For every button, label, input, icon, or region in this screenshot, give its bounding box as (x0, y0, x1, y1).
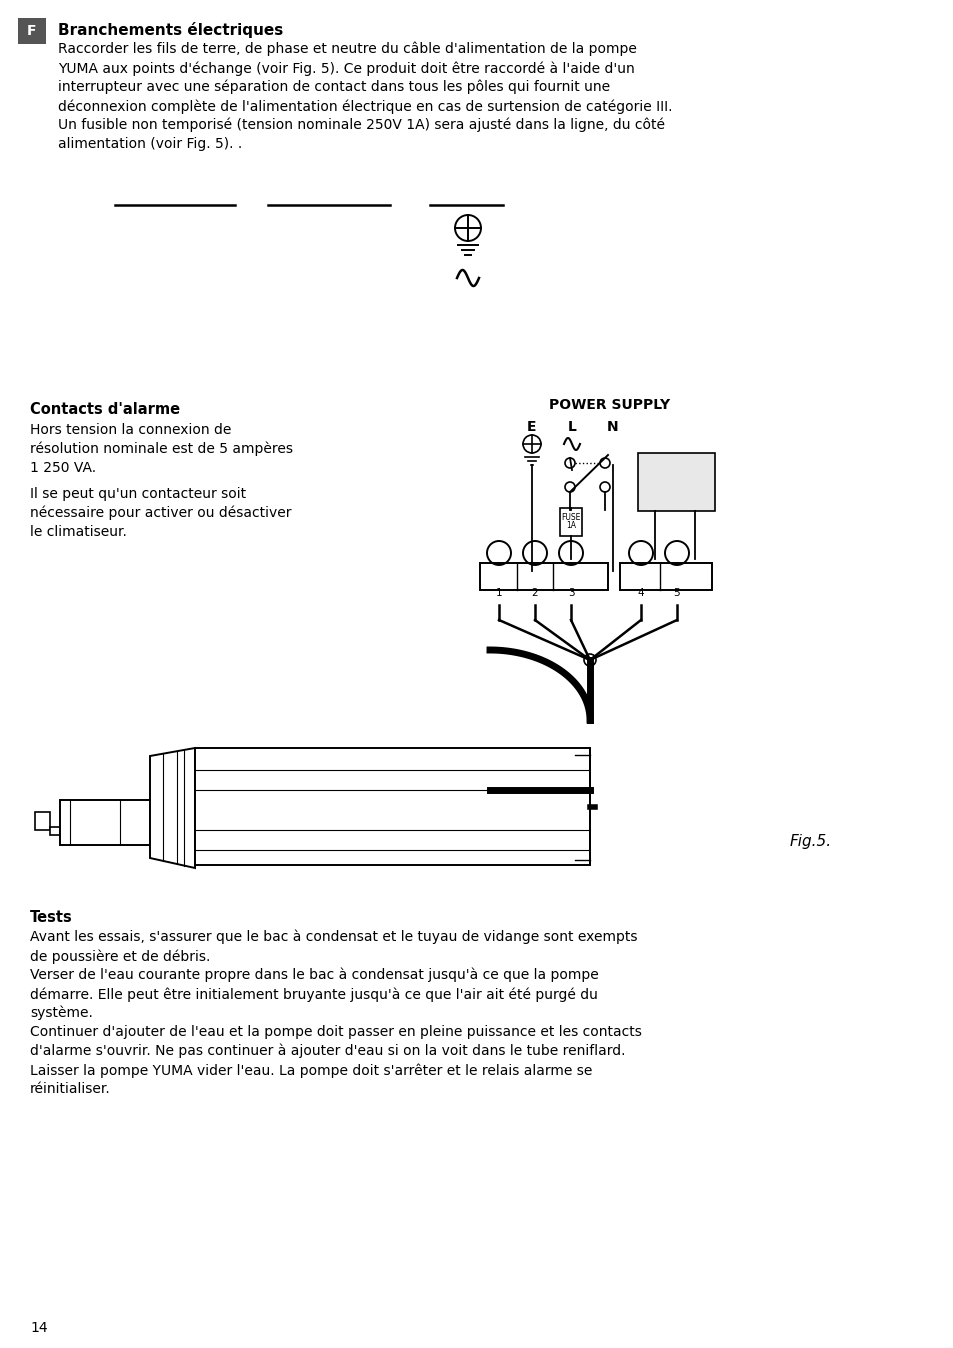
Text: nécessaire pour activer ou désactiver: nécessaire pour activer ou désactiver (30, 506, 292, 520)
Text: L: L (567, 421, 576, 434)
Text: Raccorder les fils de terre, de phase et neutre du câble d'alimentation de la po: Raccorder les fils de terre, de phase et… (58, 42, 637, 57)
Text: interrupteur avec une séparation de contact dans tous les pôles qui fournit une: interrupteur avec une séparation de cont… (58, 80, 610, 94)
Text: Hors tension la connexion de: Hors tension la connexion de (30, 423, 232, 437)
Polygon shape (150, 748, 194, 868)
Text: N: N (606, 421, 618, 434)
Text: Laisser la pompe YUMA vider l'eau. La pompe doit s'arrêter et le relais alarme s: Laisser la pompe YUMA vider l'eau. La po… (30, 1064, 592, 1077)
Circle shape (583, 654, 596, 666)
Bar (60, 799, 150, 845)
Text: POWER SUPPLY: POWER SUPPLY (549, 398, 670, 412)
Text: de poussière et de débris.: de poussière et de débris. (30, 949, 211, 964)
Text: réinitialiser.: réinitialiser. (30, 1082, 111, 1096)
Text: 14: 14 (30, 1321, 48, 1335)
Text: 2: 2 (531, 588, 537, 599)
Text: le climatiseur.: le climatiseur. (30, 524, 127, 539)
Text: Contacts d'alarme: Contacts d'alarme (30, 402, 180, 417)
Text: Il se peut qu'un contacteur soit: Il se peut qu'un contacteur soit (30, 487, 246, 501)
Text: 1A: 1A (565, 522, 576, 531)
Text: 3: 3 (567, 588, 574, 599)
Text: FUSE: FUSE (560, 514, 580, 523)
Text: 1: 1 (496, 588, 502, 599)
Text: alimentation (voir Fig. 5). .: alimentation (voir Fig. 5). . (58, 137, 242, 151)
Bar (18, 18, 46, 44)
Text: 1 250 VA.: 1 250 VA. (30, 461, 96, 474)
Text: Un fusible non temporisé (tension nominale 250V 1A) sera ajusté dans la ligne, d: Un fusible non temporisé (tension nomina… (58, 119, 664, 132)
Text: YUMA aux points d'échange (voir Fig. 5). Ce produit doit être raccordé à l'aide : YUMA aux points d'échange (voir Fig. 5).… (58, 61, 634, 75)
Text: F: F (28, 24, 37, 38)
Text: 4: 4 (637, 588, 643, 599)
Text: déconnexion complète de l'alimentation électrique en cas de surtension de catégo: déconnexion complète de l'alimentation é… (58, 98, 672, 113)
Text: résolution nominale est de 5 ampères: résolution nominale est de 5 ampères (30, 442, 293, 457)
Bar (619, 563, 711, 590)
Text: Verser de l'eau courante propre dans le bac à condensat jusqu'à ce que la pompe: Verser de l'eau courante propre dans le … (30, 968, 598, 983)
Text: démarre. Elle peut être initialement bruyante jusqu'à ce que l'air ait été purgé: démarre. Elle peut être initialement bru… (30, 987, 598, 1002)
Text: Tests: Tests (30, 910, 72, 925)
Bar (559, 508, 581, 537)
Text: Branchements électriques: Branchements électriques (58, 22, 283, 38)
Text: système.: système. (30, 1006, 92, 1020)
Bar (638, 453, 714, 511)
Text: Fig.5.: Fig.5. (789, 834, 831, 849)
Bar (35, 811, 50, 830)
Bar (194, 748, 589, 865)
Text: Continuer d'ajouter de l'eau et la pompe doit passer en pleine puissance et les : Continuer d'ajouter de l'eau et la pompe… (30, 1024, 641, 1039)
Text: E: E (527, 421, 537, 434)
Text: d'alarme s'ouvrir. Ne pas continuer à ajouter d'eau si on la voit dans le tube r: d'alarme s'ouvrir. Ne pas continuer à aj… (30, 1043, 625, 1058)
Bar (50, 828, 60, 834)
Bar (479, 563, 607, 590)
Text: 5: 5 (673, 588, 679, 599)
Text: Avant les essais, s'assurer que le bac à condensat et le tuyau de vidange sont e: Avant les essais, s'assurer que le bac à… (30, 930, 637, 945)
